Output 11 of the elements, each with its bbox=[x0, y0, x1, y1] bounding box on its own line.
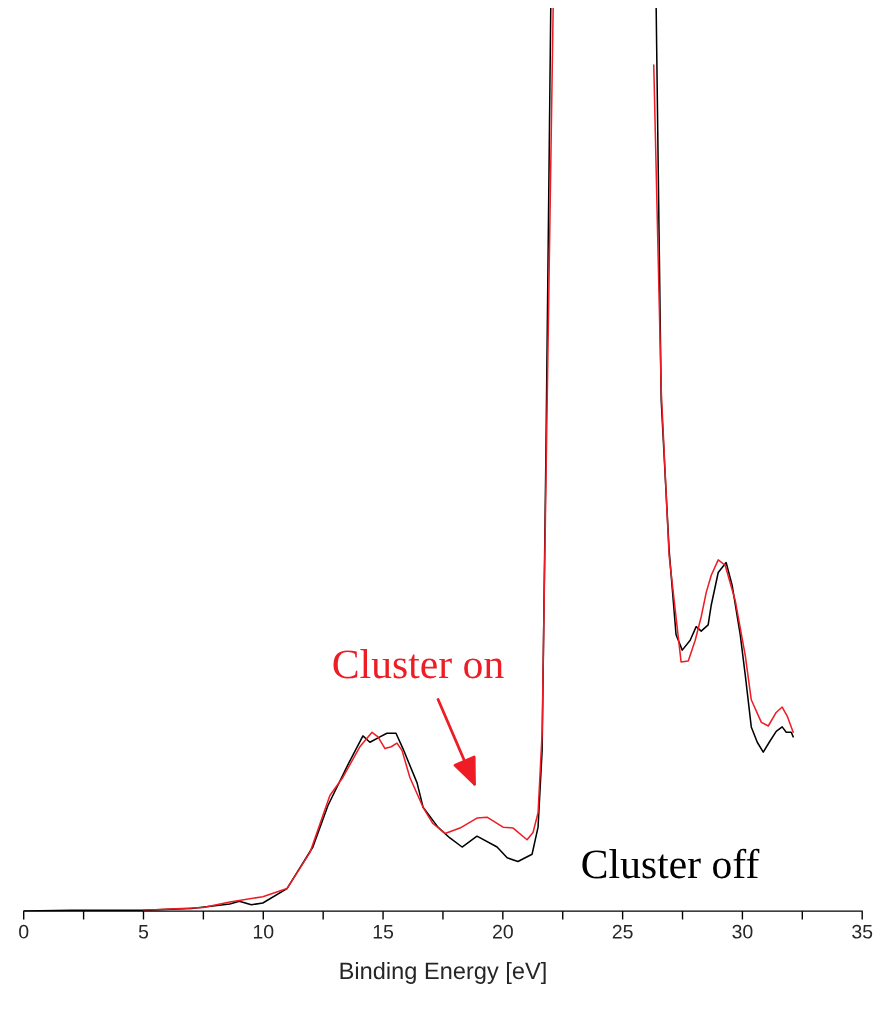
x-tick-label: 20 bbox=[493, 924, 513, 939]
x-tick-label: 15 bbox=[373, 925, 394, 939]
annotation: Cluster on bbox=[333, 649, 504, 679]
x-tick-label: 30 bbox=[732, 924, 753, 939]
x-tick-label: 35 bbox=[852, 924, 873, 939]
x-tick-label: 5 bbox=[138, 925, 149, 939]
x-tick-label: 0 bbox=[19, 924, 29, 939]
x-tick-label: 10 bbox=[253, 924, 274, 939]
x-axis-title: Binding Energy [eV] bbox=[340, 961, 546, 984]
x-tick-label: 25 bbox=[612, 924, 633, 939]
annotation: Cluster off bbox=[582, 848, 760, 879]
